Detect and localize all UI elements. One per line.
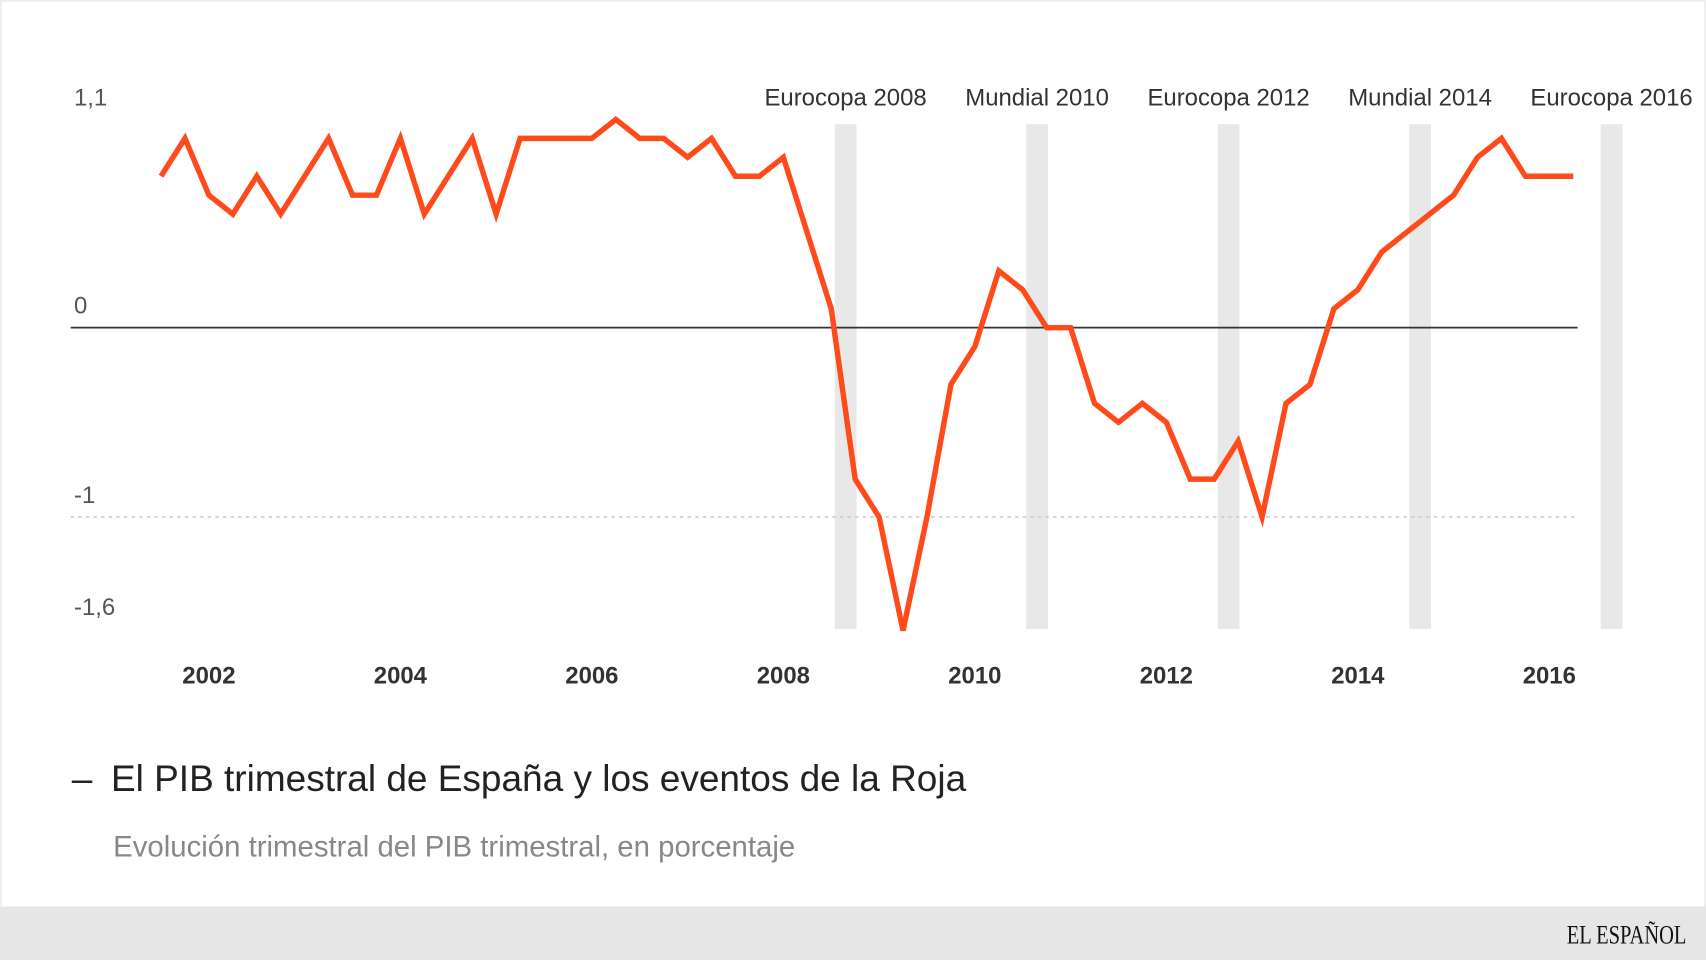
x-tick-label: 2016 xyxy=(1523,662,1576,689)
footer-bar xyxy=(0,906,1706,960)
event-bands xyxy=(834,124,1623,630)
x-axis-labels: 2002 2004 2006 2008 2010 2012 2014 2016 xyxy=(182,662,1576,689)
event-label: Eurocopa 2012 xyxy=(1147,85,1309,112)
event-band xyxy=(1026,124,1048,630)
x-tick-label: 2004 xyxy=(374,662,428,689)
event-label: Mundial 2010 xyxy=(965,85,1109,112)
event-labels: Eurocopa 2008 Mundial 2010 Eurocopa 2012 Mu… xyxy=(764,85,1692,112)
y-tick-label: -1 xyxy=(74,482,95,509)
event-band xyxy=(1217,124,1240,630)
gdp-series-line xyxy=(158,115,1574,632)
el-espanol-logo: EL ESPAÑOL xyxy=(1567,920,1687,949)
event-band xyxy=(834,124,857,630)
x-tick-label: 2012 xyxy=(1140,662,1193,689)
event-label: Mundial 2014 xyxy=(1348,85,1492,112)
x-tick-label: 2008 xyxy=(757,662,810,689)
y-tick-label: 0 xyxy=(74,293,87,320)
data-points xyxy=(160,119,1574,631)
x-tick-label: 2006 xyxy=(565,662,618,689)
event-label: Eurocopa 2016 xyxy=(1530,85,1692,112)
chart-title-dash: – xyxy=(72,758,93,799)
event-band xyxy=(1600,124,1623,630)
chart-subtitle: Evolución trimestral del PIB trimestral,… xyxy=(113,830,795,863)
event-band xyxy=(1409,124,1431,630)
chart-title: El PIB trimestral de España y los evento… xyxy=(111,758,967,799)
y-tick-label: 1,1 xyxy=(74,85,107,112)
x-tick-label: 2002 xyxy=(182,662,235,689)
y-axis-labels: 1,1 0 -1 -1,6 xyxy=(74,85,115,621)
y-tick-label: -1,6 xyxy=(74,594,115,621)
x-tick-label: 2010 xyxy=(948,662,1001,689)
x-tick-label: 2014 xyxy=(1331,662,1385,689)
event-label: Eurocopa 2008 xyxy=(764,85,926,112)
